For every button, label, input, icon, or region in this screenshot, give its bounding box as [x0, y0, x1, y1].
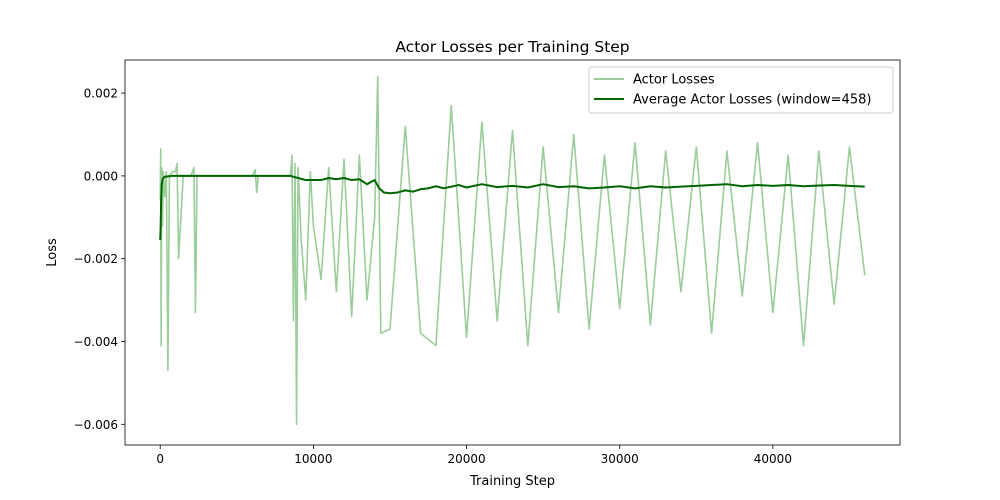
x-tick-label: 0	[156, 452, 164, 466]
x-tick-label: 30000	[601, 452, 639, 466]
x-tick-label: 20000	[447, 452, 485, 466]
plot-area	[124, 59, 901, 446]
series-layer	[159, 75, 866, 426]
y-tick-label: −0.002	[74, 252, 118, 266]
legend-label-actor-losses: Actor Losses	[633, 73, 715, 88]
y-tick-label: −0.006	[74, 418, 118, 432]
x-axis-ticks: 0 10000 20000 30000 40000	[156, 445, 792, 466]
series-line-average-actor-losses-window-458	[159, 174, 865, 241]
legend: Actor Losses Average Actor Losses (windo…	[588, 66, 894, 114]
x-axis-label: Training Step	[469, 474, 555, 489]
y-tick-label: 0.002	[84, 87, 118, 101]
x-tick-label: 10000	[294, 452, 332, 466]
axes-frame	[124, 59, 901, 446]
y-axis-label: Loss	[45, 238, 60, 267]
y-tick-label: 0.000	[84, 169, 118, 183]
series-line-actor-losses	[159, 75, 866, 426]
x-tick-label: 40000	[754, 452, 792, 466]
chart-title: Actor Losses per Training Step	[395, 38, 629, 56]
y-axis-ticks: −0.006 −0.004 −0.002 0.000 0.002	[74, 87, 125, 432]
legend-label-average-actor-losses: Average Actor Losses (window=458)	[633, 93, 871, 108]
y-tick-label: −0.004	[74, 335, 118, 349]
legend-box	[588, 66, 894, 114]
